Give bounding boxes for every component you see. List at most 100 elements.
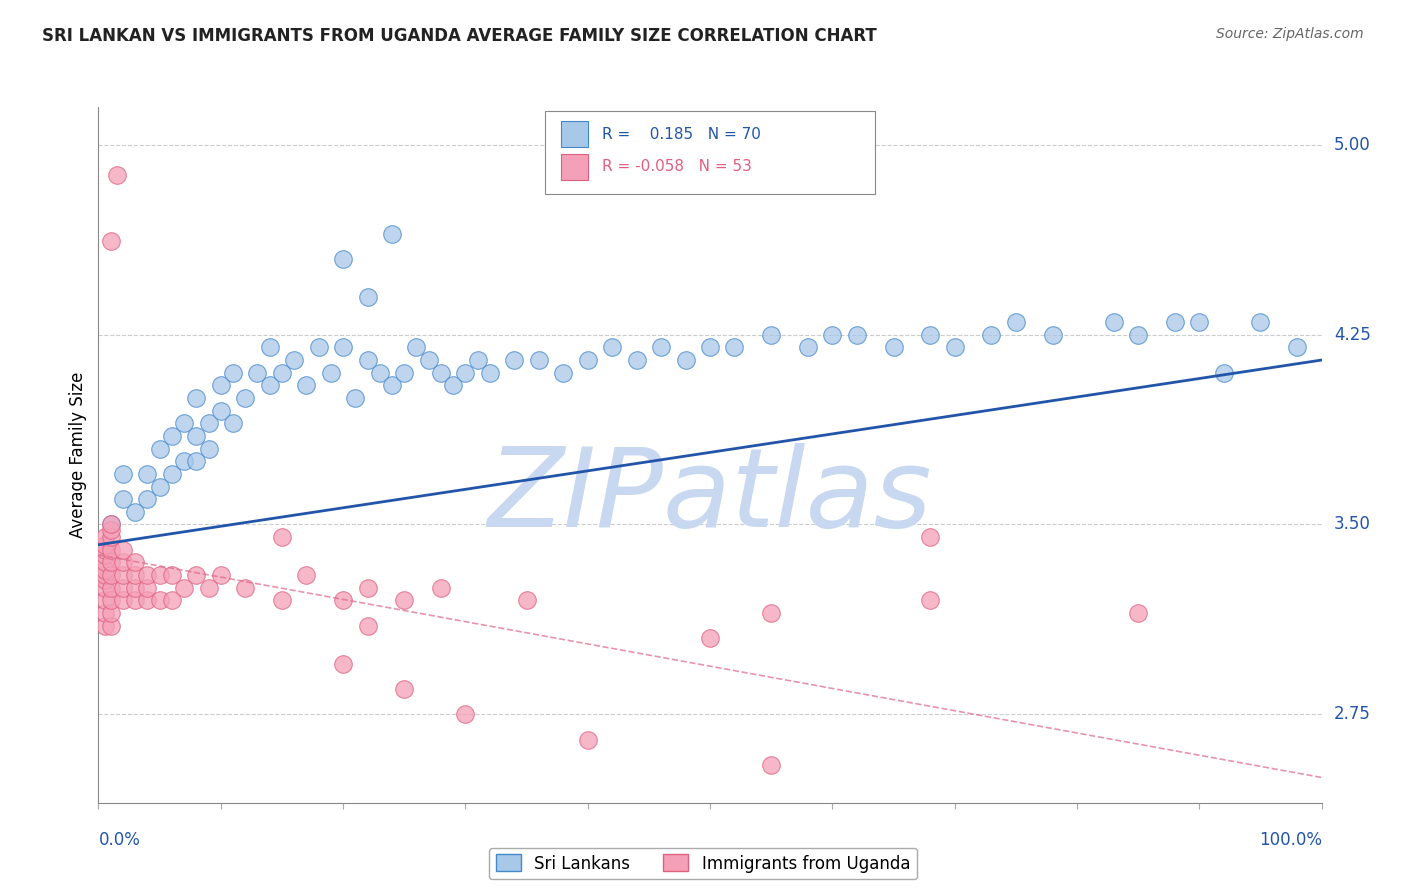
Point bbox=[920, 593, 942, 607]
Point bbox=[173, 581, 195, 595]
Point bbox=[797, 340, 820, 354]
Point bbox=[821, 327, 844, 342]
Point bbox=[761, 606, 783, 620]
Text: R =    0.185   N = 70: R = 0.185 N = 70 bbox=[602, 127, 761, 142]
Point bbox=[209, 568, 232, 582]
FancyBboxPatch shape bbox=[561, 121, 588, 147]
Point bbox=[332, 340, 354, 354]
Text: R = -0.058   N = 53: R = -0.058 N = 53 bbox=[602, 160, 752, 174]
Point bbox=[111, 581, 134, 595]
Point bbox=[233, 391, 256, 405]
Point bbox=[93, 542, 115, 557]
Point bbox=[100, 581, 122, 595]
Point bbox=[100, 517, 122, 532]
Point bbox=[503, 353, 526, 368]
Point bbox=[111, 593, 134, 607]
Point bbox=[100, 523, 122, 537]
Point bbox=[160, 568, 183, 582]
Point bbox=[356, 353, 378, 368]
Point bbox=[295, 378, 318, 392]
Point bbox=[136, 568, 159, 582]
Point bbox=[93, 563, 115, 577]
Point bbox=[441, 378, 464, 392]
Point bbox=[1042, 327, 1064, 342]
Text: SRI LANKAN VS IMMIGRANTS FROM UGANDA AVERAGE FAMILY SIZE CORRELATION CHART: SRI LANKAN VS IMMIGRANTS FROM UGANDA AVE… bbox=[42, 27, 877, 45]
Point bbox=[197, 581, 219, 595]
Point bbox=[1212, 366, 1234, 380]
Point bbox=[650, 340, 672, 354]
Point bbox=[430, 366, 453, 380]
Point bbox=[308, 340, 330, 354]
Point bbox=[93, 530, 115, 544]
Point bbox=[270, 530, 294, 544]
Text: 2.75: 2.75 bbox=[1334, 706, 1371, 723]
Point bbox=[332, 657, 354, 671]
Point bbox=[1250, 315, 1272, 329]
Point bbox=[259, 340, 281, 354]
Point bbox=[699, 632, 721, 646]
Point bbox=[105, 169, 128, 183]
Point bbox=[93, 606, 115, 620]
Point bbox=[478, 366, 501, 380]
Point bbox=[93, 548, 115, 562]
Point bbox=[233, 581, 256, 595]
Point bbox=[943, 340, 966, 354]
FancyBboxPatch shape bbox=[561, 153, 588, 180]
Point bbox=[1188, 315, 1211, 329]
Point bbox=[283, 353, 305, 368]
Point bbox=[222, 366, 245, 380]
Point bbox=[100, 556, 122, 570]
Point bbox=[356, 618, 378, 632]
Point bbox=[100, 234, 122, 248]
Point bbox=[454, 366, 477, 380]
Point bbox=[186, 429, 208, 443]
Point bbox=[136, 492, 159, 507]
Point bbox=[1102, 315, 1125, 329]
Point bbox=[392, 366, 416, 380]
Legend: Sri Lankans, Immigrants from Uganda: Sri Lankans, Immigrants from Uganda bbox=[489, 847, 917, 880]
Point bbox=[259, 378, 281, 392]
Point bbox=[319, 366, 342, 380]
Point bbox=[246, 366, 269, 380]
Point bbox=[93, 568, 115, 582]
Point bbox=[111, 556, 134, 570]
Text: 0.0%: 0.0% bbox=[98, 830, 141, 848]
Point bbox=[149, 568, 172, 582]
Point bbox=[186, 454, 208, 468]
Point bbox=[1128, 606, 1150, 620]
Text: 3.50: 3.50 bbox=[1334, 516, 1371, 533]
FancyBboxPatch shape bbox=[546, 111, 875, 194]
Point bbox=[675, 353, 697, 368]
Point bbox=[124, 568, 146, 582]
Point bbox=[527, 353, 550, 368]
Point bbox=[173, 417, 195, 431]
Point bbox=[270, 366, 294, 380]
Point bbox=[149, 593, 172, 607]
Point bbox=[124, 556, 146, 570]
Point bbox=[344, 391, 367, 405]
Point bbox=[332, 593, 354, 607]
Point bbox=[920, 530, 942, 544]
Point bbox=[576, 732, 599, 747]
Point bbox=[430, 581, 453, 595]
Point bbox=[100, 593, 122, 607]
Point bbox=[883, 340, 905, 354]
Point bbox=[124, 581, 146, 595]
Point bbox=[111, 542, 134, 557]
Point bbox=[845, 327, 868, 342]
Point bbox=[405, 340, 427, 354]
Point bbox=[136, 581, 159, 595]
Point bbox=[209, 378, 232, 392]
Point bbox=[454, 707, 477, 722]
Point bbox=[295, 568, 318, 582]
Point bbox=[516, 593, 538, 607]
Text: Source: ZipAtlas.com: Source: ZipAtlas.com bbox=[1216, 27, 1364, 41]
Point bbox=[100, 606, 122, 620]
Point bbox=[186, 568, 208, 582]
Point bbox=[160, 429, 183, 443]
Point bbox=[209, 403, 232, 417]
Point bbox=[332, 252, 354, 266]
Point bbox=[197, 417, 219, 431]
Point bbox=[100, 568, 122, 582]
Point bbox=[160, 467, 183, 481]
